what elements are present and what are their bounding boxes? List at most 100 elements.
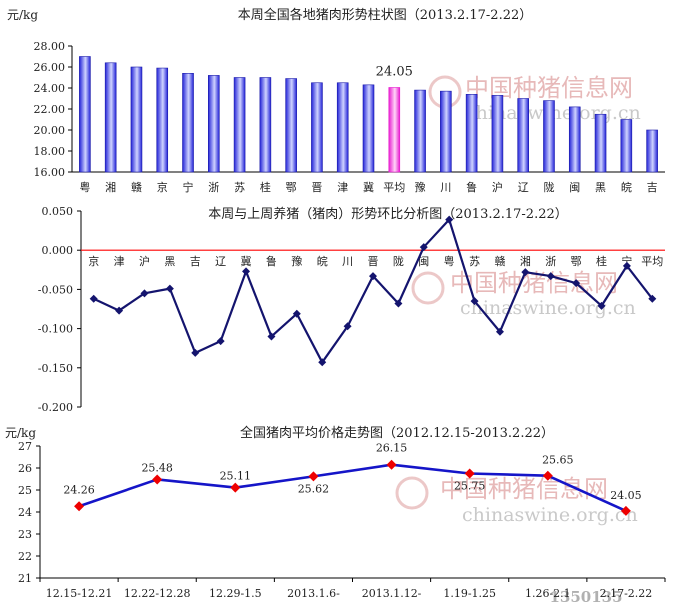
bar <box>182 73 194 173</box>
change-point-marker <box>191 348 200 357</box>
x-category-label: 黑 <box>595 181 606 194</box>
y-tick-label: 26 <box>18 462 32 475</box>
x-category-label: 沪 <box>139 254 150 268</box>
y-tick-label: 24 <box>18 506 32 519</box>
x-category-label: 赣 <box>131 180 142 194</box>
x-category-label: 京 <box>157 180 168 194</box>
change-point-marker <box>115 306 124 315</box>
price-data-label: 26.15 <box>376 442 408 455</box>
bar <box>414 89 426 173</box>
y-tick-label: 28.00 <box>34 40 66 53</box>
x-category-label: 苏 <box>234 181 245 194</box>
x-category-label: 吉 <box>647 181 658 194</box>
x-category-label: 赣 <box>494 254 505 268</box>
price-point-marker <box>620 505 631 516</box>
bar <box>362 84 375 173</box>
y-tick-label: 20.00 <box>34 124 66 137</box>
change-point-marker <box>89 294 98 303</box>
x-category-label: 平均 <box>641 255 663 268</box>
x-category-label: 豫 <box>415 181 426 194</box>
trend-chart-title: 全国猪肉平均价格走势图（2012.12.15-2013.2.22） <box>240 425 554 441</box>
x-category-label: 平均 <box>383 181 405 194</box>
x-category-label: 鄂 <box>571 255 582 268</box>
bar <box>620 119 633 173</box>
x-category-label: 豫 <box>291 255 302 268</box>
y-tick-label: 25 <box>18 484 32 497</box>
y-tick-label: -0.200 <box>38 401 73 414</box>
change-point-marker <box>343 322 352 331</box>
price-point-marker <box>74 501 85 512</box>
bar <box>646 129 658 173</box>
change-line-chart: 本周与上周养猪（猪肉）形势环比分析图（2013.2.17-2.22） 0.050… <box>38 205 665 414</box>
change-point-marker <box>318 358 327 367</box>
bar <box>285 78 297 173</box>
watermark-cn: 中国种猪信息网 <box>465 74 633 102</box>
y-tick-label: 16.00 <box>34 166 66 179</box>
watermark-1: 中国种猪信息网 chinaswine.org.cn <box>428 74 641 124</box>
y-tick-label: 22 <box>18 550 32 563</box>
change-point-marker <box>140 289 149 298</box>
x-category-label: 陇 <box>393 254 404 268</box>
watermark-logo <box>411 271 445 305</box>
price-data-label: 25.65 <box>542 454 574 467</box>
x-category-label: 冀 <box>241 254 252 268</box>
bar <box>517 98 529 173</box>
price-data-label: 24.05 <box>610 489 642 502</box>
x-category-label: 津 <box>114 255 125 268</box>
x-category-label: 12.22-12.28 <box>124 587 191 600</box>
bar <box>208 75 220 173</box>
bar <box>233 77 246 173</box>
price-data-label: 25.48 <box>141 461 173 474</box>
x-category-label: 12.15-12.21 <box>46 587 113 600</box>
x-category-label: 桂 <box>596 254 607 268</box>
trend-chart-unit: 元/kg <box>5 426 36 440</box>
y-tick-label: 22.00 <box>34 103 66 116</box>
x-category-label: 皖 <box>317 254 328 268</box>
change-point-marker <box>242 267 251 276</box>
bar <box>465 94 478 173</box>
x-category-label: 苏 <box>469 255 480 268</box>
x-category-label: 冀 <box>363 180 374 194</box>
change-point-marker <box>394 299 403 308</box>
y-tick-label: -0.050 <box>38 283 73 296</box>
change-point-marker <box>292 309 301 318</box>
bar <box>543 100 555 173</box>
price-data-label: 24.26 <box>63 483 95 496</box>
change-point-marker <box>419 243 428 252</box>
change-chart-title: 本周与上周养猪（猪肉）形势环比分析图（2013.2.17-2.22） <box>208 206 568 222</box>
x-category-label: 京 <box>88 254 99 268</box>
price-point-marker <box>542 470 553 481</box>
bar <box>156 67 169 173</box>
y-tick-label: 26.00 <box>34 61 66 74</box>
x-category-label: 粤 <box>79 180 90 194</box>
x-category-label: 津 <box>337 181 348 194</box>
y-tick-label: 18.00 <box>34 145 66 158</box>
bar <box>594 113 607 173</box>
x-category-label: 鲁 <box>266 254 277 268</box>
corner-watermark: 1350135 <box>549 588 622 606</box>
bar <box>336 82 349 173</box>
x-category-label: 闽 <box>569 181 580 194</box>
watermark-logo <box>395 476 429 510</box>
x-category-label: 2013.1.6- <box>287 587 340 600</box>
bar-chart: 本周全国各地猪肉形势柱状图（2013.2.17-2.22） 元/kg 28.00… <box>7 7 665 194</box>
x-category-label: 陇 <box>543 180 554 194</box>
x-category-label: 辽 <box>518 181 529 194</box>
y-tick-label: -0.100 <box>38 323 73 336</box>
price-data-label: 25.11 <box>220 470 252 483</box>
x-category-label: 2013.1.12- <box>362 587 422 600</box>
y-tick-label: 0.000 <box>42 244 74 257</box>
x-category-label: 晋 <box>311 181 322 194</box>
x-category-label: 粤 <box>444 254 455 268</box>
y-tick-label: 0.050 <box>42 205 74 218</box>
bar-chart-unit: 元/kg <box>7 8 38 22</box>
bar <box>491 95 504 173</box>
x-category-label: 浙 <box>208 181 219 194</box>
bar-chart-title: 本周全国各地猪肉形势柱状图（2013.2.17-2.22） <box>238 7 533 23</box>
x-category-label: 晋 <box>368 255 379 268</box>
price-trend-chart: 全国猪肉平均价格走势图（2012.12.15-2013.2.22） 元/kg 2… <box>5 425 666 600</box>
price-point-marker <box>386 459 397 470</box>
bar <box>130 66 143 173</box>
x-category-label: 皖 <box>621 180 632 194</box>
change-point-marker <box>495 327 504 336</box>
